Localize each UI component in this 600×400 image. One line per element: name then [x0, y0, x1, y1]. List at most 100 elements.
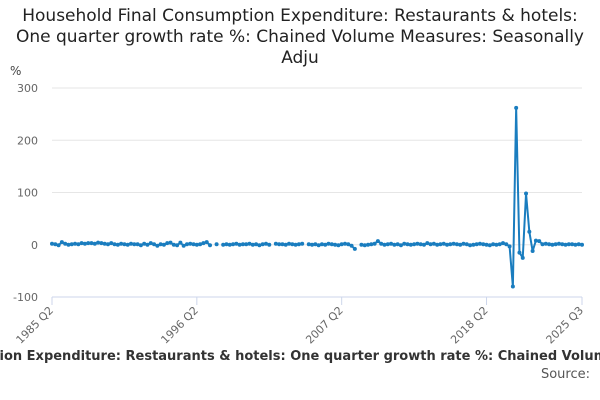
x-tick-label: 2007 Q2 — [303, 304, 346, 347]
data-point — [464, 242, 469, 247]
data-point — [369, 242, 374, 247]
data-point — [224, 242, 229, 247]
data-point — [576, 242, 581, 247]
data-point — [290, 242, 295, 247]
data-point — [372, 241, 377, 246]
y-tick-label: 100 — [17, 187, 38, 200]
data-point — [89, 241, 94, 246]
data-point — [208, 243, 213, 248]
data-point — [129, 241, 134, 246]
data-point — [135, 242, 140, 247]
data-point — [448, 242, 453, 247]
data-point — [556, 241, 561, 246]
data-point — [250, 242, 255, 247]
data-point — [280, 242, 285, 247]
data-point — [260, 242, 265, 247]
data-point — [319, 242, 324, 247]
data-point — [405, 242, 410, 247]
data-point — [175, 243, 180, 248]
data-point — [573, 242, 578, 247]
data-point — [379, 241, 384, 246]
data-point — [580, 242, 584, 247]
x-tick-label: 2025 Q3 — [544, 304, 587, 347]
data-point — [468, 243, 473, 248]
data-point — [92, 241, 97, 246]
data-point — [375, 239, 380, 244]
data-point — [73, 241, 78, 246]
data-point — [445, 242, 450, 247]
data-point — [188, 241, 193, 246]
data-point — [349, 243, 354, 248]
data-point — [53, 242, 58, 247]
data-point — [82, 241, 87, 246]
data-point — [458, 242, 463, 247]
x-tick-label: 1985 Q2 — [14, 304, 57, 347]
data-point — [247, 241, 252, 246]
data-point — [336, 243, 341, 248]
data-point — [184, 242, 189, 247]
data-point — [570, 242, 575, 247]
data-point — [389, 241, 394, 246]
data-point — [421, 242, 426, 247]
y-tick-label: 200 — [17, 134, 38, 147]
data-point — [194, 242, 199, 247]
y-axis-label: % — [10, 64, 21, 78]
data-point — [487, 243, 492, 248]
y-tick-label: -100 — [13, 291, 38, 304]
data-point — [109, 241, 114, 246]
footer-text: ption Expenditure: Restaurants & hotels:… — [0, 349, 600, 364]
footer-title: ption Expenditure: Restaurants & hotels:… — [0, 349, 600, 364]
data-point — [267, 242, 272, 247]
data-point — [362, 243, 367, 248]
data-point — [86, 241, 91, 246]
data-point — [273, 241, 278, 246]
data-point — [504, 242, 509, 247]
data-point — [132, 242, 137, 247]
data-point — [155, 243, 160, 248]
data-point — [402, 241, 407, 246]
data-point — [287, 241, 292, 246]
data-point — [221, 242, 226, 247]
data-point — [530, 249, 535, 254]
data-point — [63, 241, 68, 246]
data-point — [333, 242, 338, 247]
data-point — [300, 241, 305, 246]
data-point — [527, 229, 532, 234]
data-point — [412, 242, 417, 247]
data-point — [204, 240, 209, 245]
data-point — [79, 241, 84, 246]
data-point — [165, 241, 170, 246]
data-point — [550, 242, 555, 247]
data-point — [102, 241, 107, 246]
data-point — [451, 241, 456, 246]
data-point — [115, 242, 120, 247]
data-point — [69, 242, 74, 247]
data-point — [323, 242, 328, 247]
data-point — [398, 243, 403, 248]
data-point — [366, 242, 371, 247]
data-point — [454, 242, 459, 247]
data-point — [481, 242, 486, 247]
data-point — [138, 243, 143, 248]
data-point — [395, 242, 400, 247]
data-point — [214, 242, 219, 247]
data-point — [382, 242, 387, 247]
data-point — [122, 242, 127, 247]
data-point — [76, 242, 81, 247]
data-point — [142, 241, 147, 246]
data-point — [329, 242, 334, 247]
data-point — [201, 241, 206, 246]
data-point — [283, 242, 288, 247]
y-tick-label: 300 — [17, 82, 38, 95]
data-point — [161, 242, 166, 247]
data-point — [237, 242, 242, 247]
data-point — [342, 241, 347, 246]
data-point — [435, 242, 440, 247]
x-tick-label: 2018 Q2 — [448, 304, 491, 347]
data-point — [119, 241, 124, 246]
data-point — [148, 241, 153, 246]
data-point — [50, 241, 54, 246]
data-point — [471, 242, 476, 247]
